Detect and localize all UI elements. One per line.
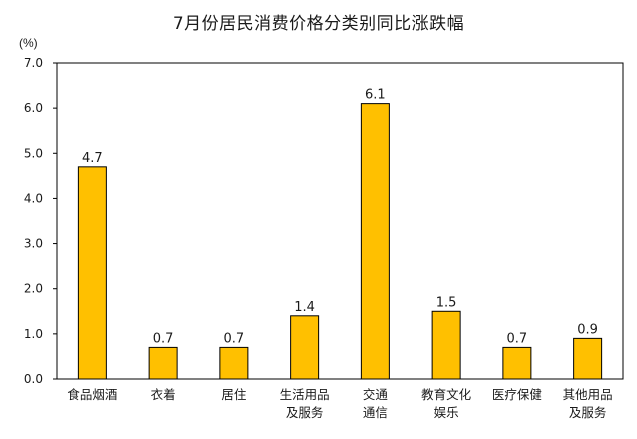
y-tick-label: 1.0 (24, 327, 43, 341)
plot-border (56, 62, 624, 380)
data-label: 6.1 (365, 88, 386, 103)
bar (431, 310, 461, 380)
x-tick-label: 其他用品 (563, 387, 613, 402)
bar (148, 346, 178, 380)
x-tick-label: 医疗保健 (492, 387, 543, 402)
y-tick-label: 7.0 (24, 56, 43, 70)
y-tick-label: 2.0 (24, 282, 43, 296)
data-label: 0.9 (577, 322, 598, 337)
x-tick-label: 交通 (363, 387, 389, 402)
data-label: 0.7 (153, 331, 174, 346)
y-tick-label: 6.0 (24, 101, 43, 115)
x-tick-label: 食品烟酒 (67, 387, 117, 402)
x-tick-label: 教育文化 (421, 387, 472, 402)
bar (360, 103, 390, 380)
bar (573, 337, 603, 380)
bar (219, 346, 249, 380)
data-label: 1.5 (436, 295, 457, 310)
x-tick-label: 居住 (221, 387, 247, 402)
data-label: 0.7 (507, 331, 528, 346)
x-tick-label: 衣着 (151, 387, 176, 402)
data-label: 1.4 (294, 300, 315, 315)
y-axis-unit: (%) (19, 36, 38, 50)
y-tick-label: 5.0 (24, 146, 43, 160)
data-label: 0.7 (224, 331, 245, 346)
x-tick-label: 通信 (363, 405, 388, 420)
x-tick-label: 及服务 (569, 405, 607, 420)
chart-title: 7月份居民消费价格分类别同比涨跌幅 (172, 14, 465, 34)
y-tick-label: 4.0 (24, 191, 43, 205)
bar (77, 166, 107, 380)
x-tick-label: 娱乐 (434, 405, 459, 420)
bar (290, 315, 320, 380)
x-tick-label: 生活用品 (280, 387, 330, 402)
bar (502, 346, 532, 380)
y-tick-label: 3.0 (24, 237, 43, 251)
x-tick-label: 及服务 (286, 405, 324, 420)
y-tick-label: 0.0 (24, 372, 43, 386)
data-label: 4.7 (82, 151, 103, 166)
